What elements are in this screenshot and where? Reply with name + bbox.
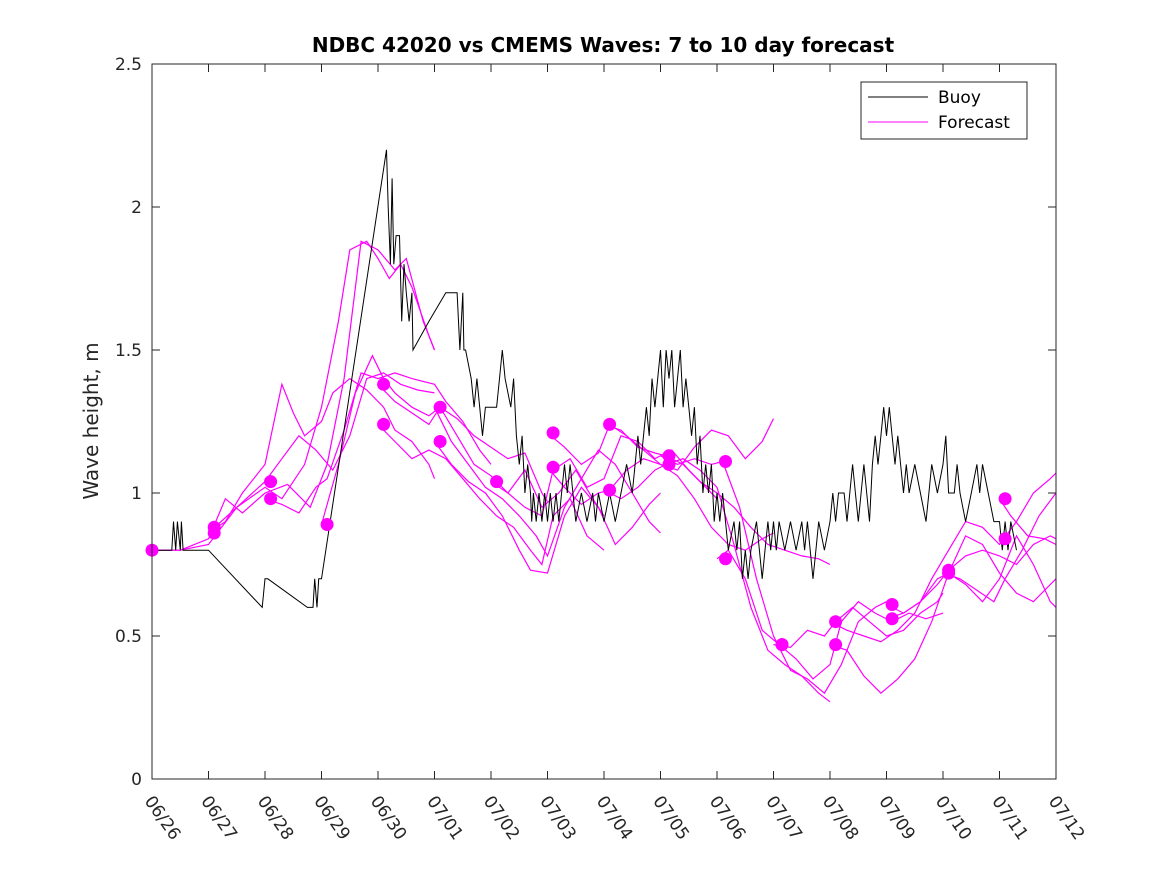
x-tick-label: 07/02: [479, 792, 523, 844]
legend-box: [860, 81, 1028, 140]
y-tick-label: 2.5: [115, 55, 142, 75]
forecast-marker-7: [377, 377, 391, 391]
forecast-line-3: [208, 377, 436, 534]
forecast-line-24: [998, 498, 1057, 546]
y-tick-label: 0: [131, 770, 142, 790]
series-layer: [145, 149, 1057, 703]
y-tick-label: 2: [131, 198, 142, 218]
x-tick-label: 07/03: [535, 792, 579, 844]
forecast-line-17: [716, 549, 944, 680]
forecast-marker-14: [603, 417, 617, 431]
forecast-line-6: [320, 354, 549, 525]
forecast-marker-13: [546, 460, 560, 474]
forecast-marker-25: [885, 612, 899, 626]
buoy-line: [152, 149, 1017, 609]
forecast-line-22: [886, 534, 1057, 620]
forecast-line-10: [434, 441, 661, 574]
x-tick-label: 06/30: [366, 792, 410, 844]
legend: Buoy Forecast: [860, 81, 1028, 140]
x-tick-label: 07/01: [422, 792, 466, 844]
forecast-marker-23: [829, 638, 843, 652]
forecast-marker-28: [998, 492, 1012, 506]
forecast-marker-5: [264, 492, 278, 506]
forecast-line-18: [773, 592, 944, 649]
x-tick-label: 07/04: [592, 792, 636, 844]
x-tick-label: 06/28: [253, 792, 297, 844]
y-tick-label: 1: [131, 484, 142, 504]
x-tick-label: 07/05: [648, 792, 692, 844]
forecast-line-23: [942, 492, 1057, 603]
x-tick-label: 07/11: [987, 792, 1031, 844]
forecast-marker-4: [264, 475, 278, 489]
x-tick-label: 07/06: [705, 792, 749, 844]
forecast-line-15: [603, 458, 831, 703]
x-tick-label: 06/27: [196, 792, 240, 844]
forecast-marker-9: [433, 400, 447, 414]
forecast-marker-8: [377, 417, 391, 431]
forecast-marker-15: [603, 483, 617, 497]
legend-buoy-label: Buoy: [938, 88, 981, 108]
forecast-line-16: [660, 455, 887, 695]
y-tick-label: 1.5: [115, 341, 142, 361]
x-tick-label: 07/08: [818, 792, 862, 844]
forecast-marker-11: [490, 475, 504, 489]
forecast-marker-6: [320, 518, 334, 531]
forecast-line-5: [264, 372, 492, 514]
y-axis-label: Wave height, m: [79, 342, 103, 499]
x-tick-label: 07/12: [1044, 792, 1088, 844]
forecast-marker-27: [942, 566, 956, 580]
x-tick-label: 07/09: [874, 792, 918, 844]
x-tick-label: 07/07: [761, 792, 805, 844]
forecast-line-13: [547, 458, 774, 551]
x-tick-label: 07/10: [931, 792, 975, 844]
forecast-marker-18: [719, 455, 732, 468]
forecast-marker-22: [829, 615, 843, 629]
forecast-marker-19: [719, 552, 732, 566]
forecast-marker-21: [775, 638, 789, 652]
legend-forecast-label: Forecast: [938, 113, 1010, 133]
forecast-line-7: [377, 383, 605, 517]
forecast-marker-29: [998, 532, 1012, 546]
forecast-line-9: [433, 406, 661, 558]
forecast-marker-24: [885, 598, 899, 611]
forecast-line-8: [377, 423, 605, 566]
forecast-marker-3: [207, 526, 221, 540]
chart-title: NDBC 42020 vs CMEMS Waves: 7 to 10 day f…: [312, 33, 895, 57]
forecast-line-20: [829, 472, 1057, 643]
x-tick-label: 06/26: [140, 792, 184, 844]
forecast-marker-17: [662, 457, 676, 471]
forecast-marker-12: [546, 426, 560, 440]
x-tick-label: 06/29: [309, 792, 353, 844]
y-tick-label: 0.5: [115, 627, 142, 647]
forecast-marker-10: [433, 435, 447, 448]
